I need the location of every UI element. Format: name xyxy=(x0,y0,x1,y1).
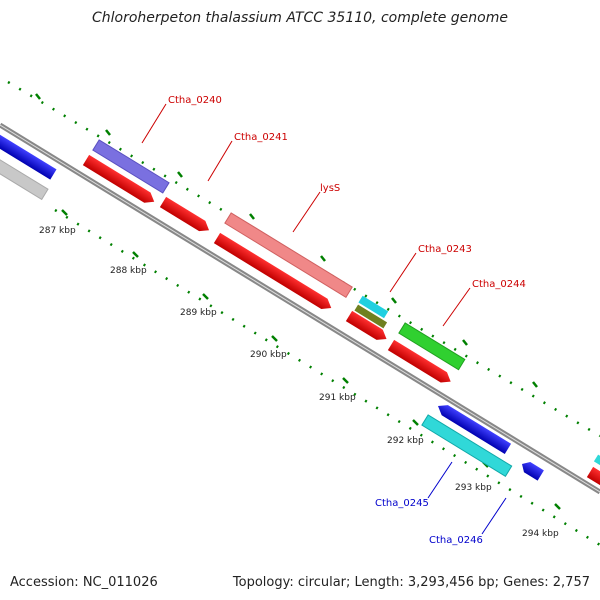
scale-label-290: 290 kbp xyxy=(250,350,287,360)
scale-label-289: 289 kbp xyxy=(180,308,217,318)
outer-major-ticks xyxy=(35,93,538,388)
gene-cyan-right[interactable] xyxy=(593,454,600,472)
gene-blue-left[interactable] xyxy=(0,131,57,180)
gene-blue-0245[interactable] xyxy=(435,401,512,454)
gene-red-0244[interactable] xyxy=(387,339,454,387)
scale-label-287: 287 kbp xyxy=(39,226,76,236)
gene-ctha-0243[interactable] xyxy=(358,295,389,319)
gene-red-long[interactable] xyxy=(213,232,335,313)
gene-label-ctha-0243[interactable]: Ctha_0243 xyxy=(418,244,472,255)
gene-features xyxy=(0,131,600,493)
gene-label-ctha-0245[interactable]: Ctha_0245 xyxy=(375,498,429,509)
gene-labels: Ctha_0240 Ctha_0241 lysS Ctha_0243 Ctha_… xyxy=(168,95,526,546)
inner-tick-track xyxy=(54,208,600,547)
gene-ctha-0245[interactable] xyxy=(421,414,513,478)
gene-olive[interactable] xyxy=(354,304,388,329)
gene-red-right[interactable] xyxy=(586,466,600,493)
gene-gray-left[interactable] xyxy=(0,156,49,201)
genome-backbone xyxy=(0,122,600,495)
scale-labels: 287 kbp 288 kbp 289 kbp 290 kbp 291 kbp … xyxy=(39,226,559,539)
scale-label-293: 293 kbp xyxy=(455,483,492,493)
gene-label-lyss[interactable]: lysS xyxy=(320,183,340,194)
gene-ctha-0241[interactable] xyxy=(82,154,157,207)
gene-label-ctha-0240[interactable]: Ctha_0240 xyxy=(168,95,222,106)
gene-ctha-0244[interactable] xyxy=(398,322,466,371)
gene-red-0243[interactable] xyxy=(345,310,390,344)
gene-ctha-0240[interactable] xyxy=(92,139,170,194)
gene-lyss[interactable] xyxy=(224,212,353,298)
gene-red-small[interactable] xyxy=(159,196,212,235)
label-leaders xyxy=(141,103,507,535)
scale-label-292: 292 kbp xyxy=(387,436,424,446)
topology-summary: Topology: circular; Length: 3,293,456 bp… xyxy=(232,575,590,590)
gene-ctha-0246[interactable] xyxy=(519,459,544,481)
scale-ticks xyxy=(61,209,561,510)
scale-label-294: 294 kbp xyxy=(522,529,559,539)
gene-label-ctha-0246[interactable]: Ctha_0246 xyxy=(429,535,483,546)
map-title: Chloroherpeton thalassium ATCC 35110, co… xyxy=(92,10,508,26)
gene-label-ctha-0241[interactable]: Ctha_0241 xyxy=(234,132,288,143)
scale-label-291: 291 kbp xyxy=(319,393,356,403)
accession-text: Accession: NC_011026 xyxy=(10,575,158,590)
gene-label-ctha-0244[interactable]: Ctha_0244 xyxy=(472,279,526,290)
scale-label-288: 288 kbp xyxy=(110,266,147,276)
